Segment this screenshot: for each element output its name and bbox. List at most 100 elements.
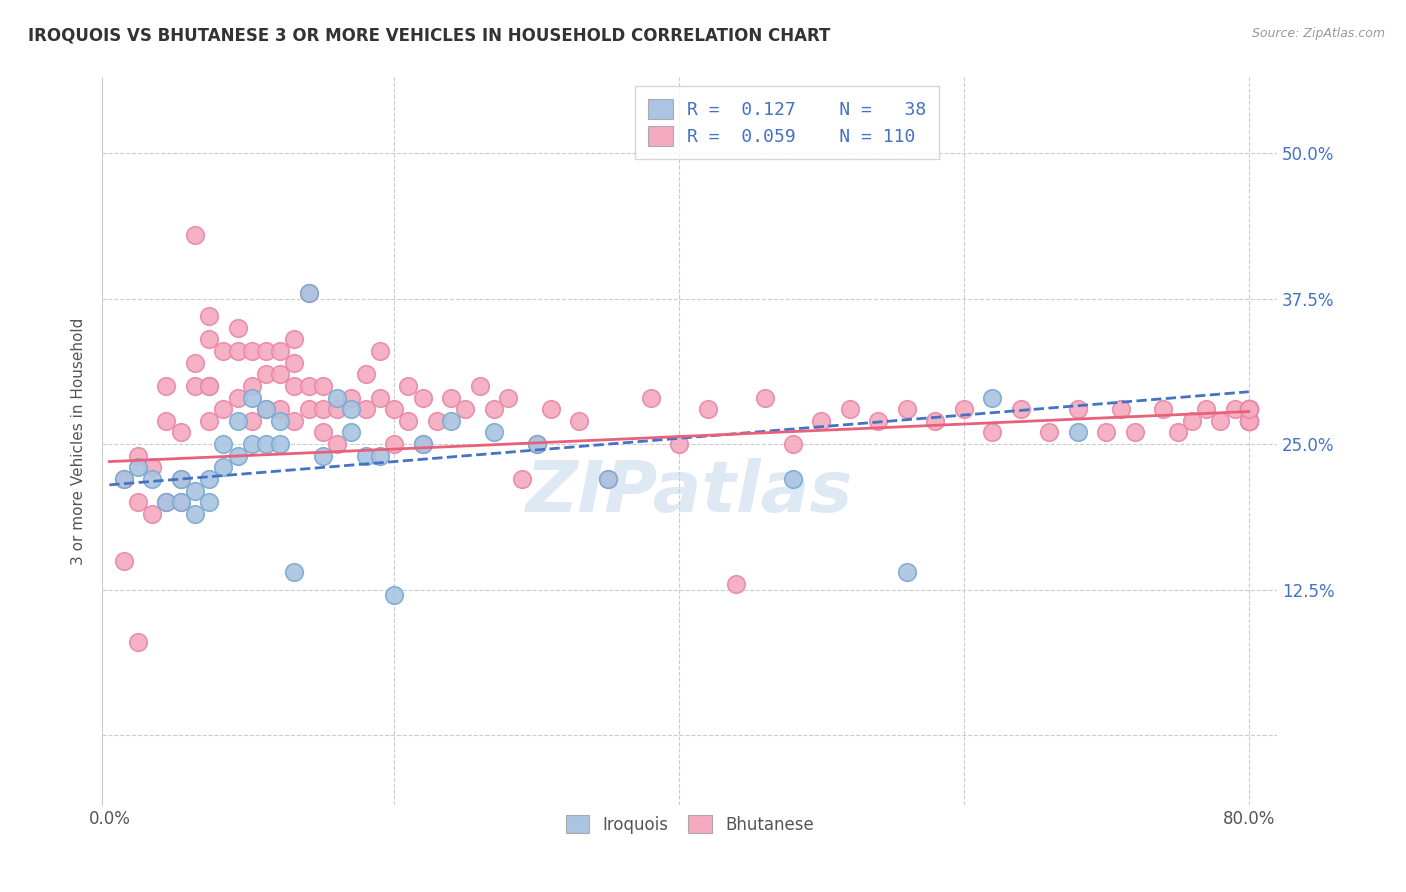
Point	[368, 344, 391, 359]
Point	[240, 344, 263, 359]
Point	[212, 460, 235, 475]
Point	[326, 437, 349, 451]
Point	[1167, 425, 1189, 440]
Point	[169, 472, 191, 486]
Point	[269, 402, 291, 417]
Point	[198, 414, 221, 428]
Point	[198, 472, 221, 486]
Point	[127, 495, 149, 509]
Point	[1195, 402, 1218, 417]
Point	[839, 402, 862, 417]
Point	[354, 402, 377, 417]
Point	[382, 437, 405, 451]
Point	[382, 589, 405, 603]
Point	[454, 402, 477, 417]
Point	[396, 414, 419, 428]
Point	[468, 379, 491, 393]
Point	[340, 425, 363, 440]
Point	[924, 414, 946, 428]
Point	[1237, 402, 1260, 417]
Text: Source: ZipAtlas.com: Source: ZipAtlas.com	[1251, 27, 1385, 40]
Point	[1237, 402, 1260, 417]
Point	[1237, 402, 1260, 417]
Point	[226, 320, 249, 334]
Point	[112, 553, 135, 567]
Point	[1067, 425, 1090, 440]
Point	[340, 402, 363, 417]
Point	[283, 379, 305, 393]
Point	[1181, 414, 1204, 428]
Point	[169, 495, 191, 509]
Point	[240, 379, 263, 393]
Point	[312, 379, 335, 393]
Point	[269, 344, 291, 359]
Point	[1237, 402, 1260, 417]
Point	[396, 379, 419, 393]
Point	[1223, 402, 1246, 417]
Point	[326, 402, 349, 417]
Point	[254, 402, 277, 417]
Point	[1237, 402, 1260, 417]
Point	[368, 449, 391, 463]
Point	[254, 368, 277, 382]
Point	[482, 425, 505, 440]
Point	[240, 437, 263, 451]
Point	[184, 379, 207, 393]
Point	[526, 437, 548, 451]
Point	[440, 391, 463, 405]
Point	[312, 449, 335, 463]
Point	[312, 402, 335, 417]
Point	[526, 437, 548, 451]
Point	[141, 507, 163, 521]
Point	[1237, 402, 1260, 417]
Text: ZIPatlas: ZIPatlas	[526, 458, 853, 526]
Point	[298, 285, 321, 300]
Point	[269, 414, 291, 428]
Text: IROQUOIS VS BHUTANESE 3 OR MORE VEHICLES IN HOUSEHOLD CORRELATION CHART: IROQUOIS VS BHUTANESE 3 OR MORE VEHICLES…	[28, 27, 831, 45]
Point	[169, 495, 191, 509]
Point	[412, 437, 434, 451]
Point	[1109, 402, 1132, 417]
Point	[254, 402, 277, 417]
Point	[1237, 402, 1260, 417]
Point	[368, 391, 391, 405]
Point	[226, 449, 249, 463]
Point	[169, 425, 191, 440]
Legend: Iroquois, Bhutanese: Iroquois, Bhutanese	[555, 805, 824, 844]
Point	[981, 425, 1004, 440]
Point	[1237, 414, 1260, 428]
Point	[896, 565, 918, 579]
Point	[426, 414, 449, 428]
Point	[112, 472, 135, 486]
Point	[127, 460, 149, 475]
Point	[1038, 425, 1060, 440]
Point	[254, 344, 277, 359]
Point	[596, 472, 619, 486]
Point	[1237, 414, 1260, 428]
Point	[240, 414, 263, 428]
Point	[283, 356, 305, 370]
Point	[298, 379, 321, 393]
Point	[155, 379, 177, 393]
Point	[269, 368, 291, 382]
Point	[198, 379, 221, 393]
Point	[810, 414, 832, 428]
Point	[1067, 402, 1090, 417]
Point	[155, 495, 177, 509]
Point	[382, 402, 405, 417]
Point	[1237, 414, 1260, 428]
Point	[226, 414, 249, 428]
Point	[896, 402, 918, 417]
Point	[283, 332, 305, 346]
Point	[953, 402, 976, 417]
Point	[496, 391, 519, 405]
Point	[981, 391, 1004, 405]
Point	[184, 507, 207, 521]
Point	[141, 472, 163, 486]
Point	[184, 227, 207, 242]
Point	[1010, 402, 1032, 417]
Point	[1237, 414, 1260, 428]
Point	[724, 577, 747, 591]
Point	[668, 437, 690, 451]
Point	[283, 565, 305, 579]
